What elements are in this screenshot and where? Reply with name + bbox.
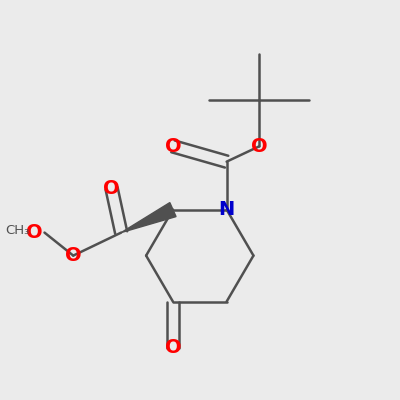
Text: CH₃: CH₃ (5, 224, 29, 237)
Text: O: O (103, 179, 120, 198)
Text: O: O (26, 223, 42, 242)
Text: O: O (251, 137, 268, 156)
Text: O: O (65, 246, 82, 265)
Text: O: O (165, 338, 181, 357)
Polygon shape (121, 202, 176, 232)
Text: O: O (165, 137, 181, 156)
Text: N: N (218, 200, 235, 219)
